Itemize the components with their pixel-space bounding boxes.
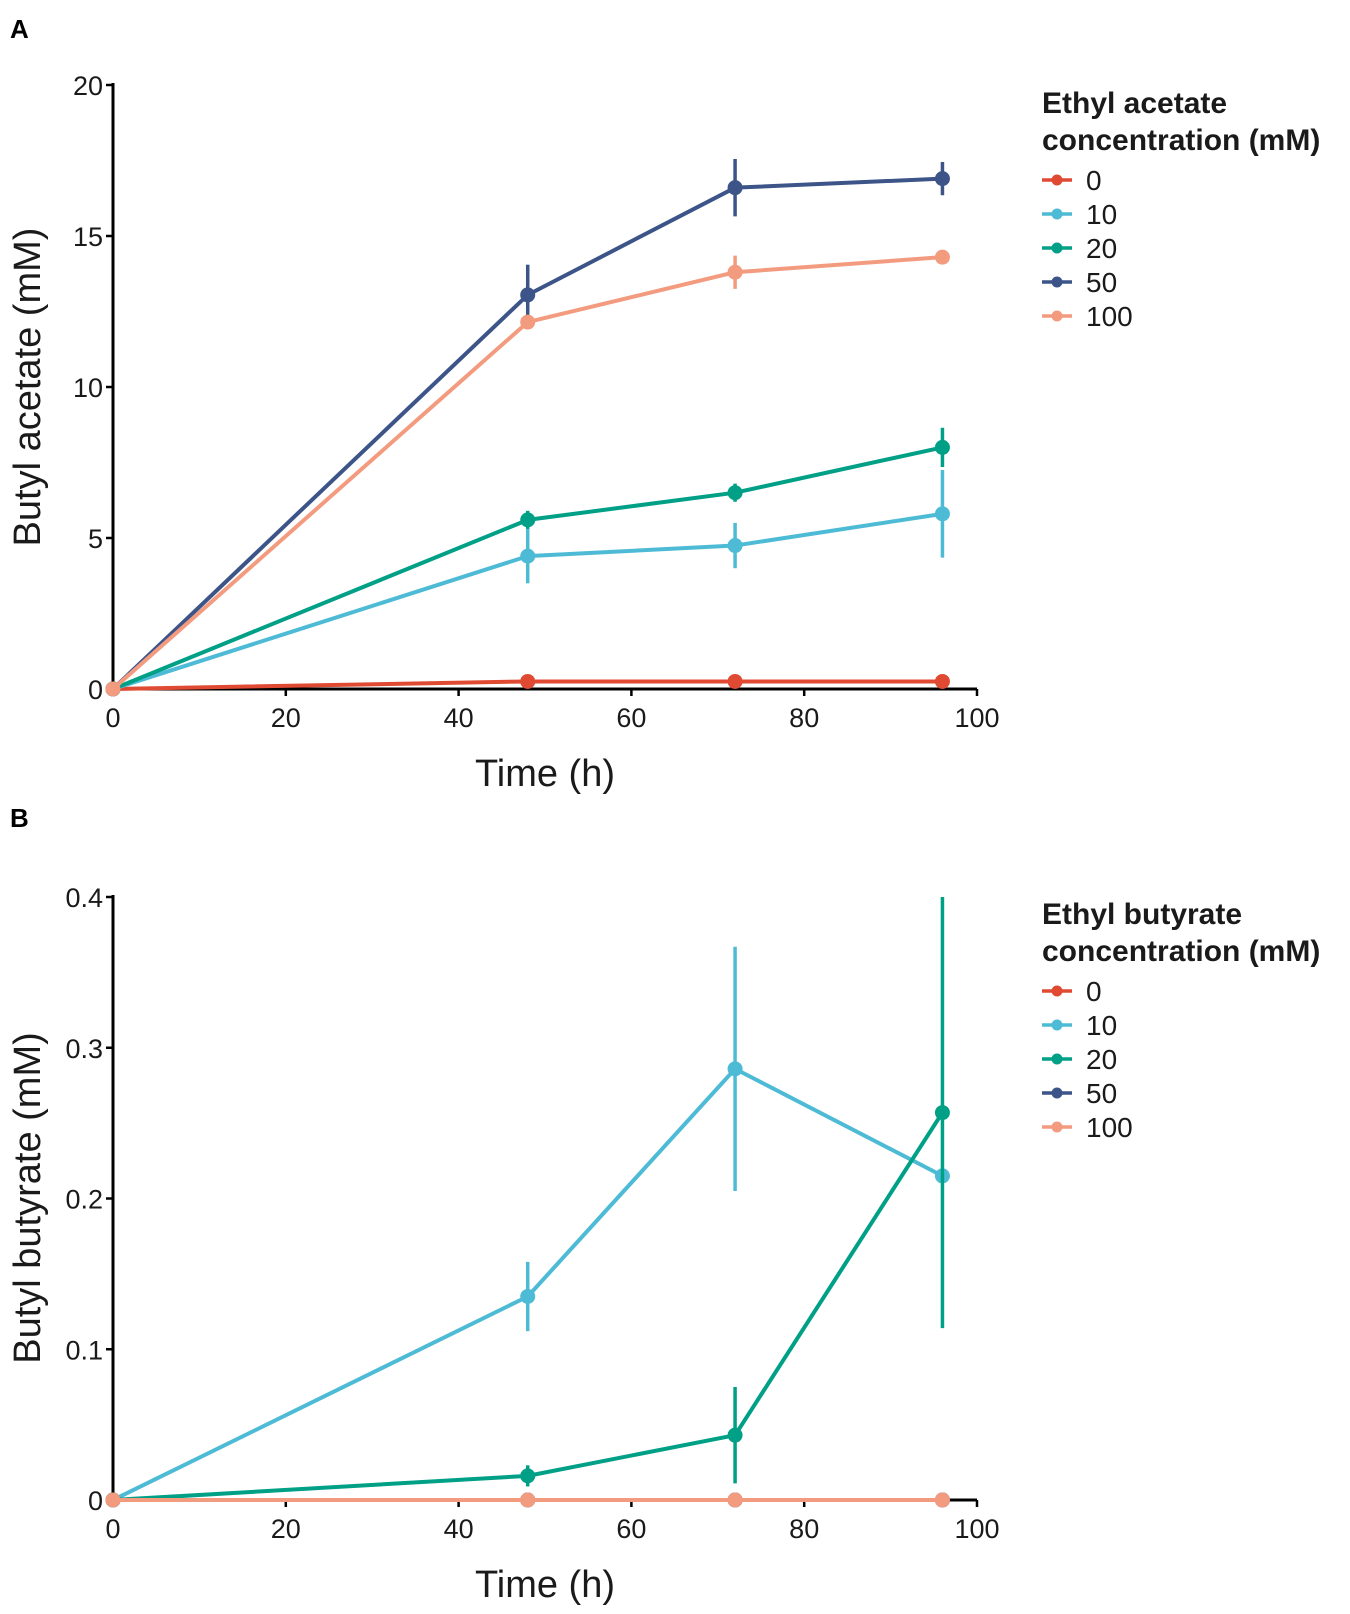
legend-title-line: concentration (mM) [1042, 124, 1320, 157]
legend-label: 50 [1086, 1078, 1117, 1109]
data-point [520, 549, 535, 564]
y-axis-title: Butyl acetate (mM) [7, 228, 49, 547]
data-point [520, 1493, 535, 1508]
x-tick-label: 80 [789, 1514, 819, 1544]
legend-swatch-dot [1052, 209, 1063, 220]
data-point [728, 1428, 743, 1443]
data-point [728, 265, 743, 280]
data-point [935, 171, 950, 186]
legend-label: 20 [1086, 1044, 1117, 1075]
x-tick-label: 20 [271, 1514, 301, 1544]
x-axis-title: Time (h) [475, 753, 615, 795]
data-point [520, 512, 535, 527]
data-point [520, 315, 535, 330]
legend-label: 0 [1086, 165, 1102, 196]
data-point [935, 250, 950, 265]
data-point [106, 682, 121, 697]
legend-item-0: 0 [1042, 165, 1102, 196]
legend-swatch-dot [1052, 1020, 1063, 1031]
x-tick-label: 40 [444, 1514, 474, 1544]
legend-label: 100 [1086, 1112, 1133, 1143]
data-point [935, 506, 950, 521]
data-point [520, 1468, 535, 1483]
legend-label: 10 [1086, 199, 1117, 230]
data-point [728, 180, 743, 195]
x-tick-label: 0 [105, 703, 120, 733]
legend-label: 10 [1086, 1010, 1117, 1041]
legend-swatch-dot [1052, 1122, 1063, 1133]
y-tick-label: 0.1 [65, 1335, 103, 1365]
panel-label: B [10, 803, 29, 833]
data-point [520, 1289, 535, 1304]
legend-item-100: 100 [1042, 1112, 1133, 1143]
y-tick-label: 0 [88, 675, 103, 705]
legend-item-50: 50 [1042, 1078, 1117, 1109]
y-tick-label: 15 [73, 222, 103, 252]
data-point [520, 674, 535, 689]
data-point [935, 674, 950, 689]
y-tick-label: 10 [73, 373, 103, 403]
legend-swatch-dot [1052, 1054, 1063, 1065]
y-tick-label: 20 [73, 71, 103, 101]
x-tick-label: 60 [616, 1514, 646, 1544]
legend-item-20: 20 [1042, 233, 1117, 264]
legend-label: 100 [1086, 301, 1133, 332]
panel-label: A [10, 14, 29, 44]
legend-title-line: concentration (mM) [1042, 935, 1320, 968]
data-point [106, 1493, 121, 1508]
legend-item-50: 50 [1042, 267, 1117, 298]
y-tick-label: 0.4 [65, 883, 103, 913]
y-tick-label: 0 [88, 1486, 103, 1516]
legend-item-10: 10 [1042, 1010, 1117, 1041]
legend-label: 50 [1086, 267, 1117, 298]
x-tick-label: 100 [954, 703, 999, 733]
legend-swatch-dot [1052, 1088, 1063, 1099]
legend: Ethyl acetate concentration (mM) 010205010… [1042, 87, 1320, 332]
legend-title-line: Ethyl butyrate [1042, 898, 1242, 931]
data-point [728, 674, 743, 689]
legend-swatch-dot [1052, 243, 1063, 254]
x-axis-title: Time (h) [475, 1564, 615, 1606]
data-point [728, 538, 743, 553]
data-point [728, 485, 743, 500]
data-point [935, 1105, 950, 1120]
series-0 [106, 674, 950, 697]
data-point [728, 1493, 743, 1508]
legend-swatch-dot [1052, 986, 1063, 997]
legend-swatch-dot [1052, 311, 1063, 322]
data-point [935, 440, 950, 455]
legend-swatch-dot [1052, 175, 1063, 186]
legend-item-100: 100 [1042, 301, 1133, 332]
data-point [935, 1493, 950, 1508]
x-tick-label: 20 [271, 703, 301, 733]
legend-label: 20 [1086, 233, 1117, 264]
x-tick-label: 100 [954, 1514, 999, 1544]
y-tick-label: 5 [88, 524, 103, 554]
legend-title-line: Ethyl acetate [1042, 87, 1227, 120]
plot-area [106, 897, 950, 1508]
legend-item-20: 20 [1042, 1044, 1117, 1075]
legend-item-0: 0 [1042, 976, 1102, 1007]
legend: Ethyl butyrate concentration (mM) 01020501… [1042, 898, 1320, 1143]
legend-item-10: 10 [1042, 199, 1117, 230]
x-tick-label: 40 [444, 703, 474, 733]
x-tick-label: 60 [616, 703, 646, 733]
y-tick-label: 0.3 [65, 1034, 103, 1064]
series-20 [106, 897, 950, 1508]
legend-swatch-dot [1052, 277, 1063, 288]
figure: A0 20 40 60 80 10005101520Time (h)Butyl aceta… [0, 0, 1350, 1614]
series-10 [106, 947, 950, 1508]
series-line [113, 179, 942, 689]
y-tick-label: 0.2 [65, 1185, 103, 1215]
series-50 [106, 159, 950, 697]
y-axis-title: Butyl butyrate (mM) [7, 1032, 49, 1364]
x-tick-label: 0 [105, 1514, 120, 1544]
data-point [520, 287, 535, 302]
plot-area [106, 159, 950, 697]
x-tick-label: 80 [789, 703, 819, 733]
data-point [728, 1061, 743, 1076]
legend-label: 0 [1086, 976, 1102, 1007]
